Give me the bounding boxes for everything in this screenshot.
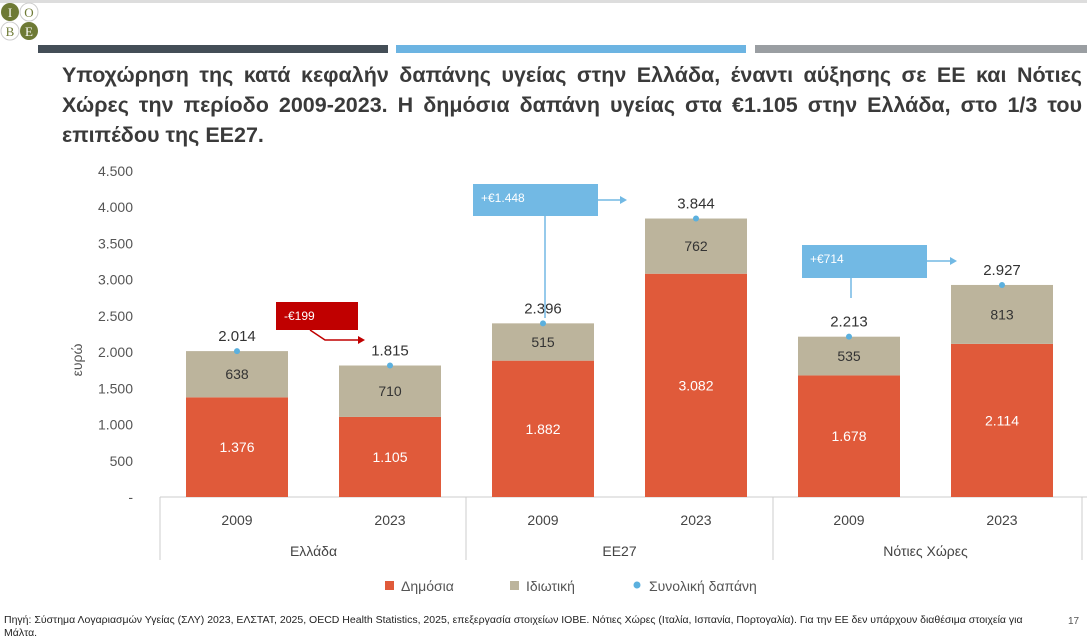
label-private: 515: [531, 334, 555, 350]
bar-private: [798, 336, 900, 376]
label-public: 1.376: [219, 439, 254, 455]
point-total: [999, 281, 1005, 288]
legend-label: Ιδιωτική: [526, 578, 575, 594]
slide-title: Υποχώρηση της κατά κεφαλήν δαπάνης υγεία…: [62, 63, 1082, 147]
label-private: 762: [684, 238, 708, 254]
bar-public: [492, 360, 594, 497]
x-tick-label: 2023: [680, 512, 711, 528]
bar-private: [186, 351, 288, 398]
iobe-logo: Ι Ο Β Ε: [0, 2, 39, 41]
legend-label: Συνολική δαπάνη: [649, 578, 757, 594]
legend-swatch: [510, 581, 519, 590]
arrow-head-icon: [950, 257, 957, 265]
top-border: [0, 0, 1087, 3]
y-tick-label: 1.500: [98, 380, 133, 396]
label-private: 813: [990, 306, 1014, 322]
x-tick-label: 2023: [374, 512, 405, 528]
x-tick-label: 2009: [527, 512, 558, 528]
header-bar-grey: [755, 45, 1087, 53]
group-label: Νότιες Χώρες: [883, 543, 968, 559]
svg-text:Ο: Ο: [24, 5, 33, 20]
group-label: ΕΕ27: [602, 543, 636, 559]
callout-text: +€1.448: [481, 191, 525, 205]
callout-text: -€199: [284, 309, 315, 323]
label-total: 2.014: [218, 328, 256, 345]
label-public: 1.882: [525, 421, 560, 437]
legend-dot: [633, 581, 641, 589]
point-total: [846, 333, 852, 340]
label-public: 3.082: [678, 377, 713, 393]
x-tick-label: 2023: [986, 512, 1017, 528]
bar-private: [645, 218, 747, 274]
svg-text:Ι: Ι: [8, 5, 12, 20]
point-total: [387, 362, 393, 369]
callout-box: [802, 245, 927, 278]
bar-public: [339, 416, 441, 497]
arrow-head-icon: [358, 336, 365, 344]
callout-box: [276, 302, 358, 330]
callout-arrow: [309, 329, 358, 341]
label-public: 1.678: [831, 428, 866, 444]
label-total: 2.927: [983, 262, 1021, 279]
svg-text:Β: Β: [6, 24, 15, 39]
bar-public: [645, 273, 747, 497]
y-tick-label: 2.000: [98, 344, 133, 360]
bar-private: [951, 284, 1053, 344]
header-bar-dark: [38, 45, 388, 53]
point-total: [234, 348, 240, 355]
label-public: 1.105: [372, 449, 407, 465]
header-bar-blue: [396, 45, 746, 53]
x-tick-label: 2009: [221, 512, 252, 528]
label-private: 638: [225, 366, 249, 382]
y-tick-label: 1.000: [98, 417, 133, 433]
source-note: Πηγή: Σύστημα Λογαριασμών Υγείας (ΣΛΥ) 2…: [4, 614, 1023, 639]
y-tick-label: 3.500: [98, 235, 133, 251]
legend-label: Δημόσια: [401, 578, 454, 594]
label-total: 3.844: [677, 196, 715, 213]
page-number: 17: [1068, 616, 1080, 627]
y-tick-label: -: [128, 489, 133, 505]
label-total: 1.815: [371, 343, 409, 360]
y-tick-label: 4.000: [98, 199, 133, 215]
y-tick-label: 2.500: [98, 308, 133, 324]
y-tick-label: 500: [110, 453, 134, 469]
label-total: 2.396: [524, 300, 562, 317]
y-axis-label: ευρώ: [69, 344, 85, 377]
y-tick-label: 3.000: [98, 272, 133, 288]
arrow-head-icon: [620, 196, 627, 204]
label-private: 535: [837, 348, 861, 364]
svg-text:Ε: Ε: [25, 24, 33, 39]
label-public: 2.114: [985, 412, 1019, 428]
group-label: Ελλάδα: [290, 543, 337, 559]
legend-swatch: [385, 581, 394, 590]
bar-private: [492, 323, 594, 361]
bar-public: [951, 343, 1053, 497]
y-tick-label: 4.500: [98, 163, 133, 179]
bar-private: [339, 365, 441, 417]
callout-text: +€714: [810, 252, 844, 266]
label-total: 2.213: [830, 314, 868, 331]
bar-public: [798, 375, 900, 497]
x-tick-label: 2009: [833, 512, 864, 528]
label-private: 710: [378, 383, 402, 399]
point-total: [540, 320, 546, 327]
callout-box: [473, 184, 598, 216]
bar-public: [186, 397, 288, 497]
point-total: [693, 215, 699, 222]
